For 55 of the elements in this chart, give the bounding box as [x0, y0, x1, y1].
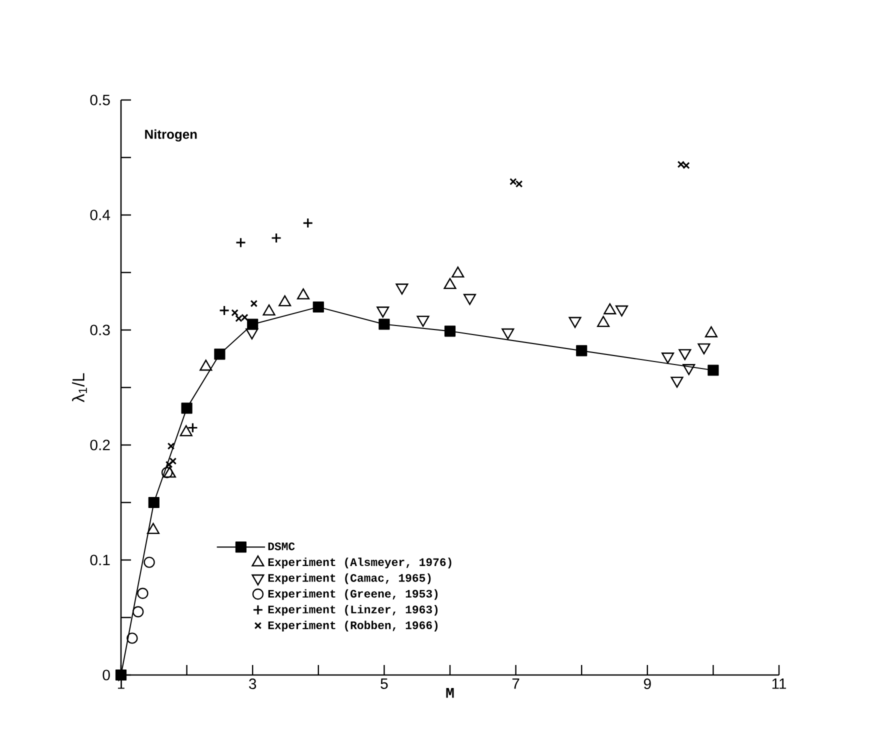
- point: [502, 328, 514, 340]
- y-tick-label: 0: [102, 670, 110, 680]
- annotation: Nitrogen: [145, 129, 197, 142]
- point: [270, 232, 282, 244]
- point: [246, 328, 258, 340]
- point: [214, 348, 226, 360]
- y-tick-label: 0.3: [90, 324, 110, 336]
- point: [231, 309, 238, 316]
- y-tick-label: 0.2: [90, 440, 110, 450]
- point: [302, 218, 314, 228]
- point: [132, 606, 144, 618]
- point: [396, 284, 408, 295]
- point: [670, 376, 684, 388]
- legend-label: DSMC: [268, 542, 295, 550]
- point: [219, 305, 230, 316]
- point: [167, 442, 175, 450]
- point: [698, 343, 710, 354]
- point: [678, 349, 692, 360]
- x-tick-label: 5: [380, 678, 388, 689]
- x-tick-label: 3: [249, 678, 256, 690]
- y-tick-label: 0.1: [90, 554, 110, 566]
- point: [376, 306, 390, 318]
- point: [144, 556, 155, 568]
- x-axis-title: M: [446, 688, 454, 698]
- legend-label: Experiment (Alsmeyer, 1976): [268, 558, 452, 568]
- y-axis-title: λ$_{1}$/L: [72, 373, 87, 402]
- point: [161, 467, 173, 478]
- point: [708, 364, 719, 376]
- point: [378, 318, 390, 330]
- x-tick-label: 11: [772, 678, 786, 689]
- point: [568, 316, 582, 328]
- point: [137, 588, 148, 599]
- point: [247, 318, 258, 330]
- legend-label: Experiment (Robben, 1966): [268, 620, 438, 632]
- y-tick-label: 0.4: [90, 210, 110, 220]
- point: [126, 632, 138, 644]
- point: [662, 352, 674, 364]
- point: [615, 305, 628, 316]
- point: [463, 294, 476, 305]
- point: [576, 345, 588, 356]
- point: [181, 402, 192, 414]
- x-tick-label: 7: [512, 678, 520, 689]
- point: [235, 237, 246, 248]
- legend-label: Experiment (Camac, 1965): [268, 573, 431, 584]
- point: [416, 316, 430, 327]
- legend-label: Experiment (Linzer, 1963): [268, 604, 438, 616]
- point: [148, 496, 160, 508]
- y-tick-label: 0.5: [90, 94, 110, 106]
- point: [115, 669, 127, 681]
- point: [444, 326, 456, 337]
- point: [250, 300, 258, 308]
- point: [682, 364, 696, 376]
- x-tick-label: 9: [644, 678, 651, 690]
- legend-label: Experiment (Greene, 1953): [268, 589, 438, 600]
- point: [312, 301, 324, 313]
